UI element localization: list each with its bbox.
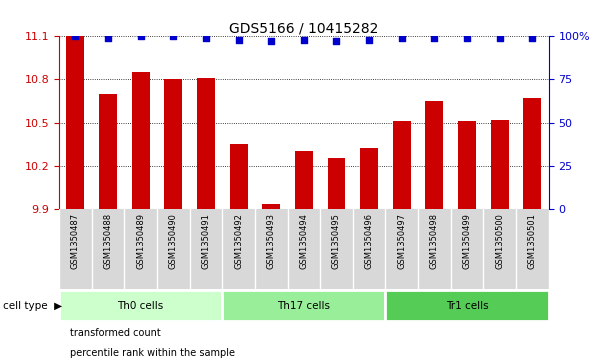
Text: GSM1350492: GSM1350492 [234, 213, 243, 269]
Bar [262, 204, 280, 209]
Text: Tr1 cells: Tr1 cells [446, 301, 489, 311]
Text: GSM1350491: GSM1350491 [201, 213, 211, 269]
Bar [132, 72, 150, 209]
Text: GSM1350494: GSM1350494 [299, 213, 309, 269]
Bar [523, 98, 542, 209]
Point [332, 38, 341, 44]
Point [397, 35, 407, 41]
Point [136, 33, 145, 39]
Text: cell type  ▶: cell type ▶ [3, 301, 62, 311]
Text: Th0 cells: Th0 cells [117, 301, 164, 311]
Point [527, 35, 537, 41]
Text: transformed count: transformed count [70, 328, 160, 338]
Point [299, 37, 309, 43]
Bar [59, 290, 222, 321]
Point [267, 38, 276, 44]
Text: GSM1350489: GSM1350489 [136, 213, 145, 269]
Bar [360, 148, 378, 209]
Bar [99, 94, 117, 209]
Point [463, 35, 472, 41]
Bar [385, 290, 549, 321]
Point [103, 35, 113, 41]
Point [430, 35, 439, 41]
Bar [66, 36, 84, 209]
Bar [64, 352, 68, 353]
Text: Th17 cells: Th17 cells [277, 301, 330, 311]
Bar [425, 101, 444, 209]
Bar [327, 158, 346, 209]
Bar [491, 120, 509, 209]
Bar [222, 290, 385, 321]
Bar [164, 79, 182, 209]
Point [201, 35, 211, 41]
Bar [295, 151, 313, 209]
Text: GSM1350501: GSM1350501 [528, 213, 537, 269]
Text: GSM1350493: GSM1350493 [267, 213, 276, 269]
Bar [458, 121, 476, 209]
Title: GDS5166 / 10415282: GDS5166 / 10415282 [229, 21, 379, 35]
Text: GSM1350490: GSM1350490 [169, 213, 178, 269]
Bar [197, 78, 215, 209]
Point [495, 35, 504, 41]
Point [169, 33, 178, 39]
Point [234, 37, 243, 43]
Text: GSM1350497: GSM1350497 [397, 213, 407, 269]
Text: GSM1350487: GSM1350487 [71, 213, 80, 269]
Text: GSM1350498: GSM1350498 [430, 213, 439, 269]
Text: GSM1350495: GSM1350495 [332, 213, 341, 269]
Bar [393, 121, 411, 209]
Point [71, 33, 80, 39]
Text: GSM1350496: GSM1350496 [365, 213, 373, 269]
Bar [230, 144, 248, 209]
Bar [64, 333, 68, 334]
Text: GSM1350499: GSM1350499 [463, 213, 471, 269]
Point [365, 37, 374, 43]
Text: GSM1350500: GSM1350500 [495, 213, 504, 269]
Text: percentile rank within the sample: percentile rank within the sample [70, 348, 235, 358]
Text: GSM1350488: GSM1350488 [103, 213, 113, 269]
